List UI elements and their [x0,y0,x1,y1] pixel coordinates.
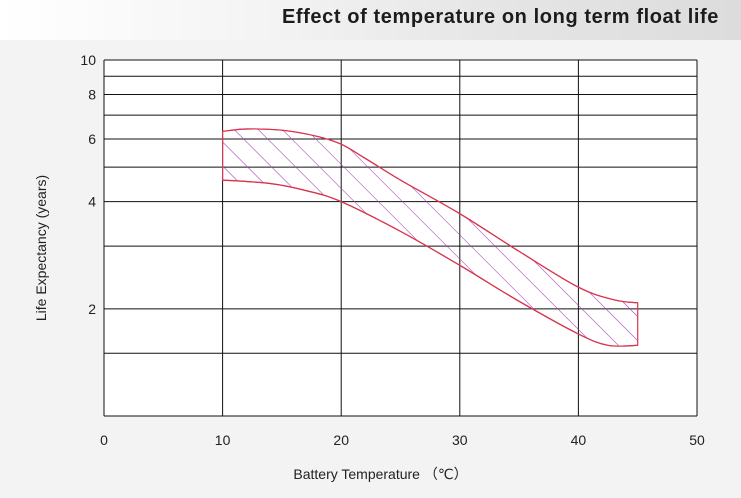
plot-area [104,60,697,416]
band-lower-line [222,179,638,347]
x-axis-label: Battery Temperature （℃） [293,466,467,482]
chart-panel: 0 10 20 30 40 50 2 4 6 8 10 Life Expectancy (years… [0,40,741,498]
y-tick-label: 4 [88,194,96,210]
y-axis-label: Life Expectancy (years) [33,175,49,321]
chart-header: Effect of temperature on long term float… [0,0,741,40]
x-tick-label: 30 [452,432,468,448]
chart-title: Effect of temperature on long term float… [281,6,719,28]
band-upper-line [222,128,638,304]
y-tick-label: 8 [88,86,96,102]
y-tick-label: 2 [88,301,96,317]
y-tick-label: 10 [80,52,96,68]
x-tick-label: 10 [215,432,231,448]
x-tick-label: 40 [571,432,587,448]
x-tick-label: 50 [689,432,705,448]
x-tick-label: 0 [100,432,108,448]
life-expectancy-band [222,128,638,347]
y-tick-label: 6 [88,131,96,147]
x-tick-label: 20 [333,432,349,448]
float-life-chart: 0 10 20 30 40 50 2 4 6 8 10 Life Expectancy (years… [33,52,705,482]
